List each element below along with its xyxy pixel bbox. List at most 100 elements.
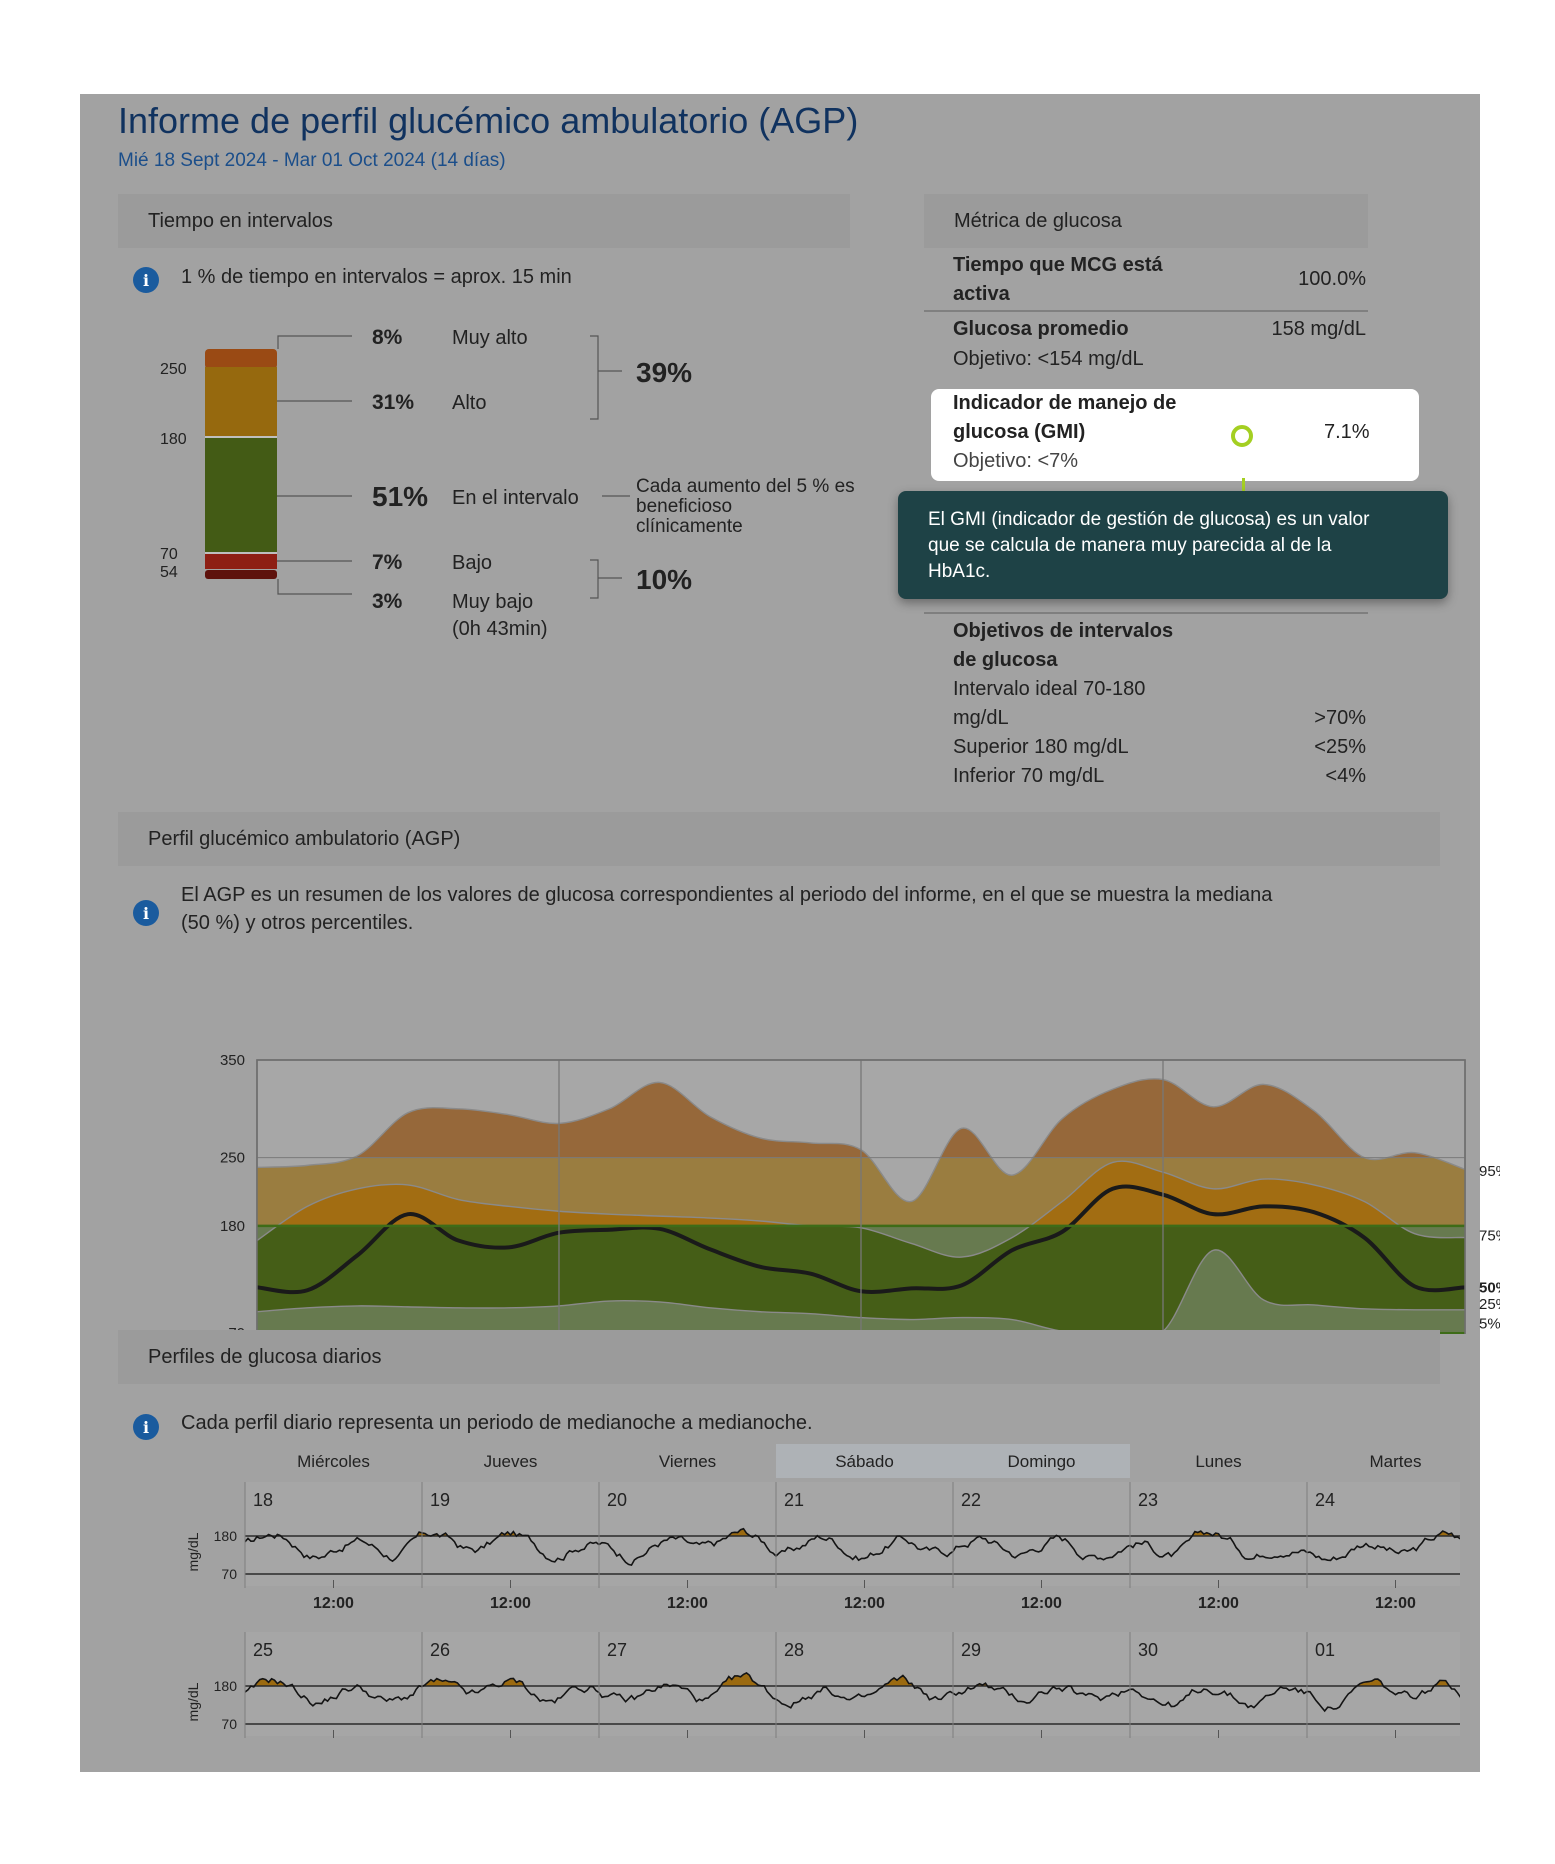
weekend-header-highlight bbox=[776, 1444, 1130, 1478]
report-date-range: Mié 18 Sept 2024 - Mar 01 Oct 2024 (14 d… bbox=[118, 150, 506, 171]
daily-noon-label: 12:00 bbox=[1198, 1595, 1239, 1612]
daily-glucose-trace bbox=[244, 1527, 1460, 1567]
daily-y-tick-180: 180 bbox=[214, 1678, 238, 1694]
agp-y-tick-350: 350 bbox=[220, 1052, 245, 1069]
agp-percentile-line-25% bbox=[256, 1249, 1466, 1334]
tir-note-line3: clínicamente bbox=[636, 516, 743, 537]
weekday-label-1: Jueves bbox=[484, 1452, 538, 1471]
tir-axis-70: 70 bbox=[160, 546, 178, 563]
daily-date-label: 25 bbox=[253, 1640, 273, 1660]
target-lower-value: <4% bbox=[1325, 765, 1366, 787]
daily-date-label: 01 bbox=[1315, 1640, 1335, 1660]
time-in-ranges-header: Tiempo en intervalos bbox=[118, 194, 850, 248]
tir-high-label: Alto bbox=[452, 392, 486, 414]
tir-in-range-segment bbox=[205, 438, 277, 552]
agp-chart: 350250180705400:0003:0006:0009:0012:0015… bbox=[220, 1052, 1500, 1334]
gmi-hotspot-ring-icon[interactable] bbox=[1231, 425, 1253, 447]
glucose-metrics-header: Métrica de glucosa bbox=[924, 194, 1368, 248]
daily-profiles-title: Perfiles de glucosa diarios bbox=[148, 1345, 382, 1368]
daily-date-label: 26 bbox=[430, 1640, 450, 1660]
info-icon[interactable]: i bbox=[133, 1414, 159, 1440]
tir-high-segment bbox=[205, 367, 277, 436]
tir-very-high-pct: 8% bbox=[372, 326, 403, 349]
daily-y-tick-180: 180 bbox=[214, 1528, 238, 1544]
daily-date-label: 24 bbox=[1315, 1490, 1335, 1510]
agp-percentile-label-50%: 50% bbox=[1479, 1279, 1500, 1296]
metric-cgm-active-label2: activa bbox=[953, 283, 1010, 305]
tooltip-line1: El GMI (indicador de gestión de glucosa)… bbox=[928, 509, 1370, 530]
tir-connector-lines bbox=[277, 335, 630, 599]
daily-noon-label: 12:00 bbox=[313, 1595, 354, 1612]
agp-percentile-label-25%: 25% bbox=[1479, 1296, 1500, 1313]
agp-percentile-label-5%: 5% bbox=[1479, 1315, 1500, 1332]
weekday-label-6: Martes bbox=[1370, 1452, 1422, 1471]
daily-date-label: 22 bbox=[961, 1490, 981, 1510]
agp-header: Perfil glucémico ambulatorio (AGP) bbox=[118, 812, 1440, 866]
metric-gmi-highlight[interactable]: Indicador de manejo de glucosa (GMI) Obj… bbox=[931, 389, 1419, 481]
tir-low-pct: 7% bbox=[372, 551, 403, 574]
tir-bar-segments bbox=[205, 349, 277, 579]
tir-very-low-label: Muy bajo bbox=[452, 591, 533, 613]
daily-row-bg bbox=[245, 1482, 1460, 1586]
daily-date-label: 21 bbox=[784, 1490, 804, 1510]
tir-low-segment bbox=[205, 554, 277, 569]
time-in-ranges-title: Tiempo en intervalos bbox=[148, 209, 333, 232]
daily-y-tick-70: 70 bbox=[221, 1716, 237, 1732]
info-icon[interactable]: i bbox=[133, 900, 159, 926]
metric-average-label: Glucosa promedio bbox=[953, 318, 1129, 340]
agp-y-tick-70: 70 bbox=[228, 1325, 245, 1334]
tir-very-high-label: Muy alto bbox=[452, 327, 528, 349]
metric-average-glucose: Glucosa promedio 158 mg/dL Objetivo: <15… bbox=[924, 318, 1368, 384]
gmi-tooltip: El GMI (indicador de gestión de glucosa)… bbox=[898, 491, 1448, 599]
tir-in-range-label: En el intervalo bbox=[452, 487, 579, 509]
target-lower-label: Inferior 70 mg/dL bbox=[953, 765, 1105, 787]
tir-axis-250: 250 bbox=[160, 361, 187, 378]
daily-noon-label: 12:00 bbox=[1021, 1595, 1062, 1612]
weekday-label-0: Miércoles bbox=[297, 1452, 370, 1471]
agp-info-line2: (50 %) y otros percentiles. bbox=[181, 912, 414, 934]
daily-ylabel: mg/dL bbox=[185, 1682, 201, 1721]
agp-percentile-line-95% bbox=[256, 1078, 1466, 1203]
weekday-label-5: Lunes bbox=[1195, 1452, 1241, 1471]
target-upper-value: <25% bbox=[1314, 736, 1366, 758]
target-ideal-value: >70% bbox=[1314, 707, 1366, 729]
tir-in-range-pct: 51% bbox=[372, 481, 428, 512]
daily-profiles-header: Perfiles de glucosa diarios bbox=[118, 1330, 1440, 1384]
daily-noon-label: 12:00 bbox=[490, 1595, 531, 1612]
metric-gmi-value: 7.1% bbox=[1324, 421, 1370, 443]
tir-low-total-pct: 10% bbox=[636, 564, 692, 595]
agp-axis-labels: 350250180705400:0003:0006:0009:0012:0015… bbox=[220, 1052, 1500, 1334]
daily-ylabel: mg/dL bbox=[185, 1532, 201, 1571]
tir-note-line1: Cada aumento del 5 % es bbox=[636, 476, 855, 497]
agp-title: Perfil glucémico ambulatorio (AGP) bbox=[148, 827, 461, 850]
daily-date-label: 29 bbox=[961, 1640, 981, 1660]
daily-date-label: 19 bbox=[430, 1490, 450, 1510]
agp-frame bbox=[256, 1059, 1466, 1334]
daily-date-label: 28 bbox=[784, 1640, 804, 1660]
time-in-ranges-bar: 250 180 70 54 8% Muy alto 31% Alto 51% E… bbox=[160, 326, 855, 640]
daily-date-label: 23 bbox=[1138, 1490, 1158, 1510]
tir-high-pct: 31% bbox=[372, 391, 414, 414]
target-upper-label: Superior 180 mg/dL bbox=[953, 736, 1129, 758]
metric-average-target: Objetivo: <154 mg/dL bbox=[953, 348, 1144, 370]
info-icon[interactable]: i bbox=[133, 267, 159, 293]
target-ideal-label: Intervalo ideal 70-180 bbox=[953, 678, 1146, 700]
tooltip-pointer-line bbox=[1242, 478, 1245, 496]
daily-date-label: 20 bbox=[607, 1490, 627, 1510]
agp-y-tick-180: 180 bbox=[220, 1218, 245, 1235]
daily-date-label: 18 bbox=[253, 1490, 273, 1510]
daily-date-label: 30 bbox=[1138, 1640, 1158, 1660]
daily-profiles-info: Cada perfil diario representa un periodo… bbox=[181, 1412, 813, 1434]
glucose-metrics-title: Métrica de glucosa bbox=[954, 209, 1122, 232]
tir-very-low-segment bbox=[205, 570, 277, 579]
tir-axis-54: 54 bbox=[160, 564, 178, 581]
agp-percentile-label-95%: 95% bbox=[1479, 1163, 1500, 1180]
metric-cgm-active-label1: Tiempo que MCG está bbox=[953, 254, 1163, 276]
daily-noon-label: 12:00 bbox=[667, 1595, 708, 1612]
tir-low-label: Bajo bbox=[452, 552, 492, 574]
tooltip-line3: HbA1c. bbox=[928, 561, 991, 582]
metrics-divider bbox=[924, 612, 1368, 614]
page-title: Informe de perfil glucémico ambulatorio … bbox=[118, 100, 859, 141]
daily-y-tick-70: 70 bbox=[221, 1566, 237, 1582]
agp-band-inner-high bbox=[277, 1161, 1401, 1226]
